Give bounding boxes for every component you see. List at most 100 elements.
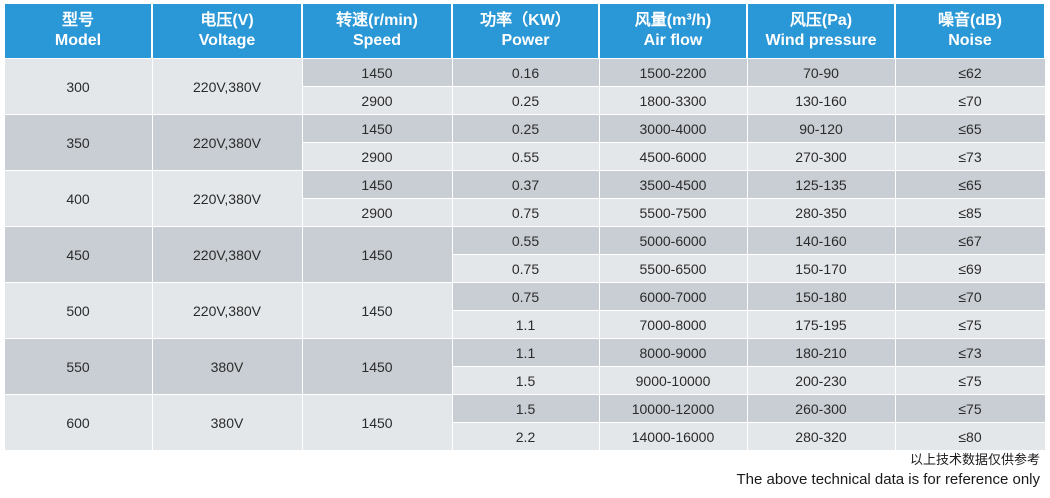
model-cell: 500 <box>3 282 153 339</box>
airflow-cell: 10000-12000 <box>598 394 748 423</box>
table-row: 2900 0.75 5500-7500 280-350 ≤85 <box>4 198 1046 227</box>
voltage-cell: 220V,380V <box>151 170 303 227</box>
power-cell: 1.5 <box>451 366 600 395</box>
speed-cell: 1450 <box>301 114 453 143</box>
table-row: 2.2 14000-16000 280-320 ≤80 <box>4 422 1046 451</box>
pressure-cell: 180-210 <box>746 338 896 367</box>
model-cell: 600 <box>3 394 153 451</box>
airflow-cell: 3000-4000 <box>598 114 748 143</box>
pressure-cell: 125-135 <box>746 170 896 199</box>
header-pressure: 风压(Pa) Wind pressure <box>746 4 896 59</box>
power-cell: 0.37 <box>451 170 600 199</box>
pressure-cell: 270-300 <box>746 142 896 171</box>
pressure-cell: 280-320 <box>746 422 896 451</box>
speed-cell: 1450 <box>301 282 453 339</box>
model-cell: 400 <box>3 170 153 227</box>
noise-cell: ≤80 <box>894 422 1046 451</box>
voltage-cell: 220V,380V <box>151 226 303 283</box>
header-voltage: 电压(V) Voltage <box>151 4 303 59</box>
table-header-row: 型号 Model 电压(V) Voltage 转速(r/min) Speed 功率（K… <box>3 4 1046 59</box>
noise-cell: ≤67 <box>894 226 1046 255</box>
noise-cell: ≤65 <box>894 170 1046 199</box>
header-model: 型号 Model <box>3 4 153 59</box>
pressure-cell: 200-230 <box>746 366 896 395</box>
pressure-cell: 70-90 <box>746 58 896 87</box>
model-cell: 550 <box>3 338 153 395</box>
power-cell: 0.16 <box>451 58 600 87</box>
airflow-cell: 4500-6000 <box>598 142 748 171</box>
noise-cell: ≤70 <box>894 282 1046 311</box>
power-cell: 0.25 <box>451 114 600 143</box>
pressure-cell: 150-180 <box>746 282 896 311</box>
power-cell: 0.75 <box>451 254 600 283</box>
footnote: 以上技术数据仅供参考 The above technical data is f… <box>736 450 1040 490</box>
speed-cell: 2900 <box>301 142 453 171</box>
power-cell: 1.1 <box>451 310 600 339</box>
pressure-cell: 260-300 <box>746 394 896 423</box>
footnote-en: The above technical data is for referenc… <box>736 471 1040 488</box>
noise-cell: ≤69 <box>894 254 1046 283</box>
table-row: 2900 0.25 1800-3300 130-160 ≤70 <box>4 86 1046 115</box>
noise-cell: ≤62 <box>894 58 1046 87</box>
power-cell: 0.55 <box>451 226 600 255</box>
airflow-cell: 8000-9000 <box>598 338 748 367</box>
airflow-cell: 1800-3300 <box>598 86 748 115</box>
noise-cell: ≤75 <box>894 394 1046 423</box>
airflow-cell: 5500-6500 <box>598 254 748 283</box>
table-row: 1.5 9000-10000 200-230 ≤75 <box>4 366 1046 395</box>
header-power: 功率（KW） Power <box>451 4 600 59</box>
model-cell: 350 <box>3 114 153 171</box>
noise-cell: ≤70 <box>894 86 1046 115</box>
noise-cell: ≤73 <box>894 142 1046 171</box>
airflow-cell: 5000-6000 <box>598 226 748 255</box>
pressure-cell: 280-350 <box>746 198 896 227</box>
voltage-cell: 380V <box>151 394 303 451</box>
model-cell: 450 <box>3 226 153 283</box>
table-row: 2900 0.55 4500-6000 270-300 ≤73 <box>4 142 1046 171</box>
speed-cell: 1450 <box>301 226 453 283</box>
airflow-cell: 14000-16000 <box>598 422 748 451</box>
speed-cell: 1450 <box>301 394 453 451</box>
airflow-cell: 9000-10000 <box>598 366 748 395</box>
voltage-cell: 220V,380V <box>151 58 303 115</box>
power-cell: 1.1 <box>451 338 600 367</box>
pressure-cell: 150-170 <box>746 254 896 283</box>
speed-cell: 1450 <box>301 58 453 87</box>
noise-cell: ≤75 <box>894 310 1046 339</box>
speed-cell: 2900 <box>301 86 453 115</box>
header-airflow: 风量(m³/h) Air flow <box>598 4 748 59</box>
table-row: 550 380V 1450 1.1 8000-9000 180-210 ≤73 <box>3 338 1046 395</box>
spec-table: 型号 Model 电压(V) Voltage 转速(r/min) Speed 功率（K… <box>3 4 1046 451</box>
table-row: 350 220V,380V 1450 0.25 3000-4000 90-120… <box>3 114 1046 171</box>
power-cell: 0.25 <box>451 86 600 115</box>
voltage-cell: 220V,380V <box>151 282 303 339</box>
table-row: 300 220V,380V 1450 0.16 1500-2200 70-90 … <box>3 58 1046 115</box>
power-cell: 0.75 <box>451 198 600 227</box>
voltage-cell: 380V <box>151 338 303 395</box>
speed-cell: 2900 <box>301 198 453 227</box>
header-noise: 噪音(dB) Noise <box>894 4 1046 59</box>
airflow-cell: 3500-4500 <box>598 170 748 199</box>
header-speed: 转速(r/min) Speed <box>301 4 453 59</box>
table-row: 500 220V,380V 1450 0.75 6000-7000 150-18… <box>3 282 1046 339</box>
footnote-cn: 以上技术数据仅供参考 <box>909 452 1040 467</box>
power-cell: 0.75 <box>451 282 600 311</box>
power-cell: 2.2 <box>451 422 600 451</box>
pressure-cell: 130-160 <box>746 86 896 115</box>
power-cell: 1.5 <box>451 394 600 423</box>
table-row: 400 220V,380V 1450 0.37 3500-4500 125-13… <box>3 170 1046 227</box>
table-row: 1.1 7000-8000 175-195 ≤75 <box>4 310 1046 339</box>
noise-cell: ≤65 <box>894 114 1046 143</box>
pressure-cell: 140-160 <box>746 226 896 255</box>
noise-cell: ≤75 <box>894 366 1046 395</box>
speed-cell: 1450 <box>301 170 453 199</box>
noise-cell: ≤85 <box>894 198 1046 227</box>
pressure-cell: 90-120 <box>746 114 896 143</box>
airflow-cell: 5500-7500 <box>598 198 748 227</box>
airflow-cell: 1500-2200 <box>598 58 748 87</box>
airflow-cell: 7000-8000 <box>598 310 748 339</box>
voltage-cell: 220V,380V <box>151 114 303 171</box>
table-row: 600 380V 1450 1.5 10000-12000 260-300 ≤7… <box>3 394 1046 451</box>
pressure-cell: 175-195 <box>746 310 896 339</box>
